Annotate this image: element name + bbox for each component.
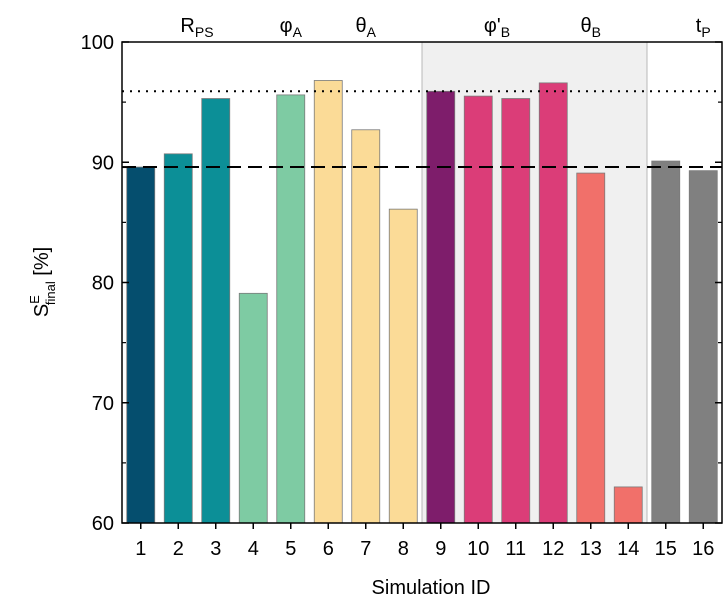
group-label-base: θ <box>356 15 367 37</box>
x-tick-label: 13 <box>580 538 602 560</box>
x-tick-label: 14 <box>617 538 639 560</box>
x-tick-label: 1 <box>135 538 146 560</box>
y-tick-label: 90 <box>92 152 114 174</box>
y-axis-title: SEfinal [%] <box>27 247 58 317</box>
x-tick-label: 10 <box>467 538 489 560</box>
group-label: θA <box>356 15 377 40</box>
x-tick-label: 4 <box>248 538 259 560</box>
y-axis-title-sup: E <box>27 295 42 304</box>
y-tick-label: 60 <box>92 513 114 535</box>
bar <box>501 98 531 524</box>
x-tick-label: 8 <box>398 538 409 560</box>
group-label-base: t <box>696 15 702 37</box>
bar <box>538 82 568 524</box>
bar <box>426 90 456 524</box>
x-tick-label: 12 <box>542 538 564 560</box>
bar <box>613 486 643 524</box>
group-label-base: R <box>180 15 194 37</box>
bar <box>388 208 418 524</box>
x-tick-label: 16 <box>692 538 714 560</box>
x-tick-label: 7 <box>360 538 371 560</box>
group-labels-layer: RPS φA θA φ'B θB tP <box>180 15 710 40</box>
x-tick-label: 11 <box>505 538 526 560</box>
x-tick-label: 15 <box>655 538 677 560</box>
reference-lines-layer <box>122 90 722 169</box>
y-axis-title-base: S <box>31 304 53 317</box>
bar <box>313 80 343 524</box>
group-label-base: φ <box>280 15 293 37</box>
bar <box>576 172 606 524</box>
bar <box>276 94 306 524</box>
shaded-region <box>421 41 648 524</box>
bar <box>463 95 493 524</box>
group-label: φ'B <box>484 15 510 40</box>
shaded-region-layer <box>421 41 648 524</box>
y-tick-label: 70 <box>92 393 114 415</box>
axes-layer <box>121 41 723 529</box>
bar <box>351 129 381 524</box>
x-tick-label: 2 <box>173 538 184 560</box>
group-label: θB <box>581 15 601 40</box>
group-label-sub: PS <box>195 24 214 40</box>
bar <box>163 153 193 524</box>
group-label: φA <box>280 15 303 40</box>
y-tick-label: 80 <box>92 273 114 295</box>
group-label-sub: B <box>501 24 510 40</box>
y-axis-title-unit: [%] <box>31 247 53 281</box>
group-label-sub: P <box>701 24 710 40</box>
y-tick-label: 100 <box>81 32 114 54</box>
bar <box>126 166 156 524</box>
x-tick-label: 3 <box>210 538 221 560</box>
x-axis-title: Simulation ID <box>372 577 491 599</box>
x-tick-label: 9 <box>435 538 446 560</box>
bar <box>201 98 231 524</box>
bar <box>651 160 681 524</box>
bar <box>688 170 718 524</box>
x-tick-label: 5 <box>285 538 296 560</box>
x-tick-label: 6 <box>323 538 334 560</box>
group-label-sub: A <box>367 24 377 40</box>
group-label-base: θ <box>581 15 592 37</box>
group-label: RPS <box>180 15 213 40</box>
group-label-sub: B <box>592 24 601 40</box>
bar <box>238 292 268 524</box>
y-axis-title-sub: final <box>43 281 58 305</box>
group-label-sub: A <box>293 24 303 40</box>
group-label: tP <box>696 15 711 40</box>
group-label-base: φ' <box>484 15 501 37</box>
